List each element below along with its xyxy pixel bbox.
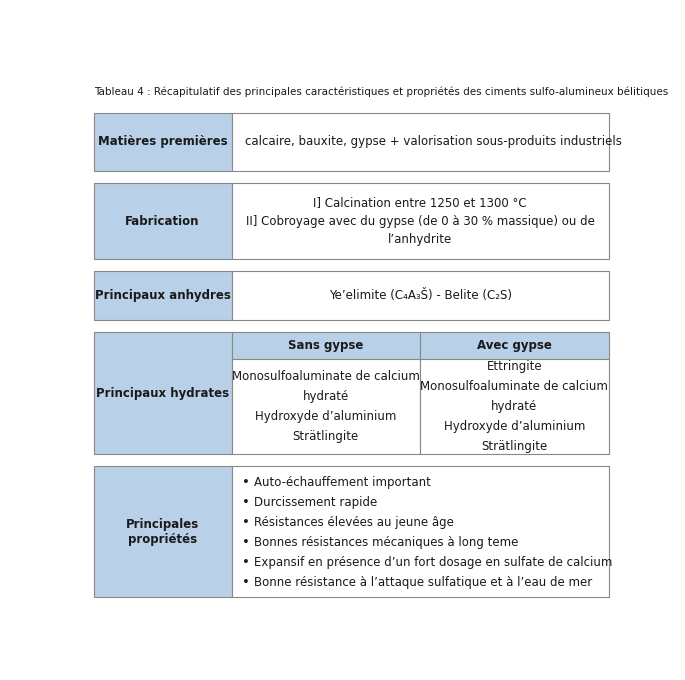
Text: Avec gypse: Avec gypse xyxy=(477,339,551,352)
Text: Bonnes résistances mécaniques à long teme: Bonnes résistances mécaniques à long tem… xyxy=(254,536,519,549)
Text: Auto-échauffement important: Auto-échauffement important xyxy=(254,476,431,489)
Text: •: • xyxy=(242,576,250,589)
Bar xyxy=(232,183,608,259)
Text: Fabrication: Fabrication xyxy=(125,215,200,228)
Text: Ye’elimite (C₄A₃Š) - Belite (C₂S): Ye’elimite (C₄A₃Š) - Belite (C₂S) xyxy=(329,289,512,303)
Text: Résistances élevées au jeune âge: Résistances élevées au jeune âge xyxy=(254,516,453,529)
Bar xyxy=(232,113,608,171)
Bar xyxy=(420,333,608,359)
Bar xyxy=(232,466,608,597)
Text: Sans gypse: Sans gypse xyxy=(288,339,364,352)
Text: Tableau 4 : Récapitulatif des principales caractéristiques et propriétés des cim: Tableau 4 : Récapitulatif des principale… xyxy=(94,87,668,97)
Bar xyxy=(94,466,232,597)
Text: Principaux hydrates: Principaux hydrates xyxy=(96,387,229,400)
Text: Monosulfoaluminate de calcium
hydraté
Hydroxyde d’aluminium
Strätlingite: Monosulfoaluminate de calcium hydraté Hy… xyxy=(232,370,420,443)
Text: Matières premières: Matières premières xyxy=(98,135,227,148)
Text: •: • xyxy=(242,496,250,509)
Text: I] Calcination entre 1250 et 1300 °C
II] Cobroyage avec du gypse (de 0 à 30 % ma: I] Calcination entre 1250 et 1300 °C II]… xyxy=(246,196,595,246)
Bar xyxy=(94,333,232,454)
Bar xyxy=(232,271,608,320)
Bar xyxy=(94,113,232,171)
Text: Principaux anhydres: Principaux anhydres xyxy=(95,289,231,303)
Bar xyxy=(94,183,232,259)
Text: Ettringite
Monosulfoaluminate de calcium
hydraté
Hydroxyde d’aluminium
Strätling: Ettringite Monosulfoaluminate de calcium… xyxy=(421,360,608,453)
Bar xyxy=(420,359,608,454)
Text: Durcissement rapide: Durcissement rapide xyxy=(254,496,377,509)
Text: •: • xyxy=(242,556,250,568)
Bar xyxy=(232,333,420,359)
Text: Expansif en présence d’un fort dosage en sulfate de calcium: Expansif en présence d’un fort dosage en… xyxy=(254,556,612,568)
Bar xyxy=(94,271,232,320)
Text: calcaire, bauxite, gypse + valorisation sous-produits industriels: calcaire, bauxite, gypse + valorisation … xyxy=(245,135,622,148)
Bar xyxy=(232,359,420,454)
Text: •: • xyxy=(242,476,250,489)
Text: •: • xyxy=(242,516,250,529)
Text: Bonne résistance à l’attaque sulfatique et à l’eau de mer: Bonne résistance à l’attaque sulfatique … xyxy=(254,576,592,589)
Text: Principales
propriétés: Principales propriétés xyxy=(126,518,199,546)
Text: •: • xyxy=(242,536,250,549)
